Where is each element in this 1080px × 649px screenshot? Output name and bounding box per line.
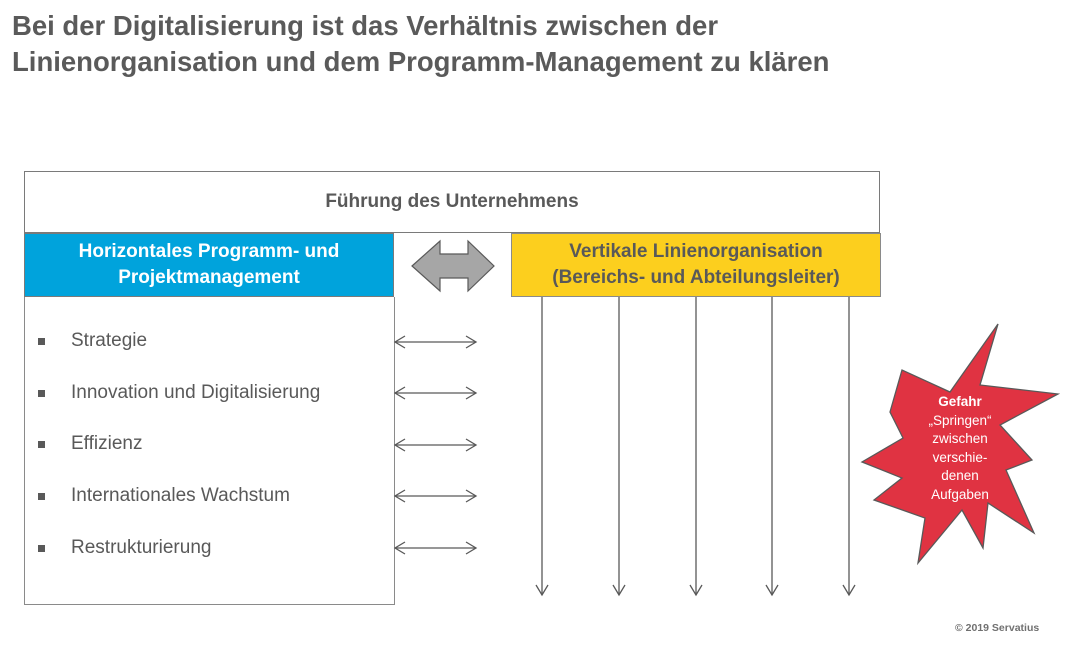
- horizontal-link-arrows: [393, 335, 478, 555]
- vertical-title-line-1: Vertikale Linienorganisation: [569, 241, 823, 262]
- bullet-icon: [38, 492, 45, 500]
- link-arrow-icon: [393, 541, 478, 555]
- down-arrow-icon: [612, 297, 626, 597]
- down-arrow-icon: [535, 297, 549, 597]
- horizontal-title-line-2: Projektmanagement: [118, 267, 300, 288]
- bullet-icon: [38, 337, 45, 345]
- warning-line: verschie-: [932, 449, 988, 465]
- warning-line: zwischen: [932, 431, 988, 446]
- bullet-icon: [38, 544, 45, 552]
- warning-line: denen: [941, 468, 979, 483]
- leadership-label: Führung des Unternehmens: [325, 191, 579, 212]
- page-title: Bei der Digitalisierung ist das Verhältn…: [12, 8, 1072, 80]
- title-line-1: Bei der Digitalisierung ist das Verhältn…: [12, 10, 719, 41]
- bullet-icon: [38, 440, 45, 448]
- warning-line: „Springen“: [928, 412, 992, 428]
- topics-list: Strategie Innovation und Digitalisierung…: [24, 297, 395, 605]
- warning-heading: Gefahr: [938, 394, 982, 409]
- down-arrow-icon: [689, 297, 703, 597]
- double-arrow-icon: [411, 239, 495, 293]
- link-arrow-icon: [393, 335, 478, 349]
- leadership-box: Führung des Unternehmens: [24, 171, 880, 233]
- horizontal-management-box: Horizontales Programm- und Projektmanage…: [24, 233, 394, 297]
- link-arrow-icon: [393, 386, 478, 400]
- link-arrow-icon: [393, 438, 478, 452]
- warning-text: Gefahr „Springen“ zwischen verschie- den…: [905, 393, 1015, 504]
- vertical-title-line-2: (Bereichs- und Abteilungsleiter): [552, 267, 840, 288]
- down-arrow-icon: [765, 297, 779, 597]
- copyright-notice: © 2019 Servatius: [955, 622, 1040, 634]
- vertical-line-arrows: [535, 297, 856, 597]
- title-line-2: Linienorganisation und dem Programm-Mana…: [12, 46, 830, 77]
- warning-line: Aufgaben: [931, 486, 989, 502]
- horizontal-title-line-1: Horizontales Programm- und: [78, 241, 340, 262]
- vertical-organisation-box: Vertikale Linienorganisation (Bereichs- …: [511, 233, 881, 297]
- bullet-icon: [38, 389, 45, 397]
- down-arrow-icon: [842, 297, 856, 597]
- link-arrow-icon: [393, 489, 478, 503]
- warning-burst-icon: [860, 323, 1061, 566]
